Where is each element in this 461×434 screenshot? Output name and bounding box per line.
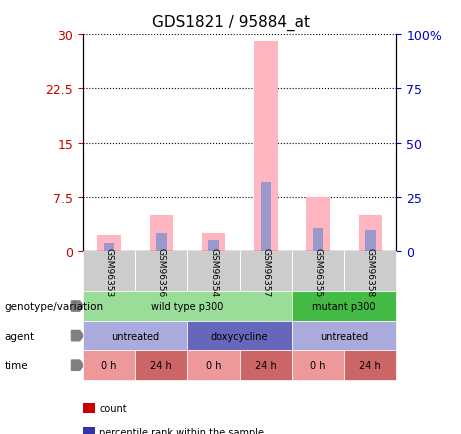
Text: mutant p300: mutant p300 — [313, 301, 376, 311]
Text: 0 h: 0 h — [310, 360, 326, 370]
Text: GSM96357: GSM96357 — [261, 247, 270, 296]
Bar — [208, 241, 219, 252]
Text: doxycycline: doxycycline — [211, 331, 268, 341]
Bar — [202, 233, 225, 252]
Bar — [365, 230, 376, 252]
Bar — [254, 42, 278, 252]
Text: GSM96358: GSM96358 — [366, 247, 375, 296]
Bar — [313, 229, 323, 252]
Bar — [306, 197, 330, 252]
Bar — [149, 216, 173, 252]
Text: 0 h: 0 h — [206, 360, 221, 370]
Text: 24 h: 24 h — [255, 360, 277, 370]
Text: 24 h: 24 h — [150, 360, 172, 370]
Text: time: time — [5, 360, 28, 370]
Text: count: count — [99, 403, 127, 413]
Text: GSM96355: GSM96355 — [313, 247, 323, 296]
Text: wild type p300: wild type p300 — [151, 301, 224, 311]
Text: 0 h: 0 h — [101, 360, 117, 370]
Text: 24 h: 24 h — [360, 360, 381, 370]
Bar — [260, 183, 271, 252]
Text: GSM96356: GSM96356 — [157, 247, 166, 296]
Bar — [97, 236, 121, 252]
Text: percentile rank within the sample: percentile rank within the sample — [99, 427, 264, 434]
Text: untreated: untreated — [320, 331, 368, 341]
Bar — [104, 243, 114, 252]
Bar — [156, 233, 166, 252]
Text: GSM96354: GSM96354 — [209, 247, 218, 296]
Text: untreated: untreated — [111, 331, 160, 341]
Text: GDS1821 / 95884_at: GDS1821 / 95884_at — [152, 15, 309, 31]
Text: GSM96353: GSM96353 — [105, 247, 113, 296]
Bar — [359, 216, 382, 252]
Text: agent: agent — [5, 331, 35, 341]
Text: genotype/variation: genotype/variation — [5, 301, 104, 311]
